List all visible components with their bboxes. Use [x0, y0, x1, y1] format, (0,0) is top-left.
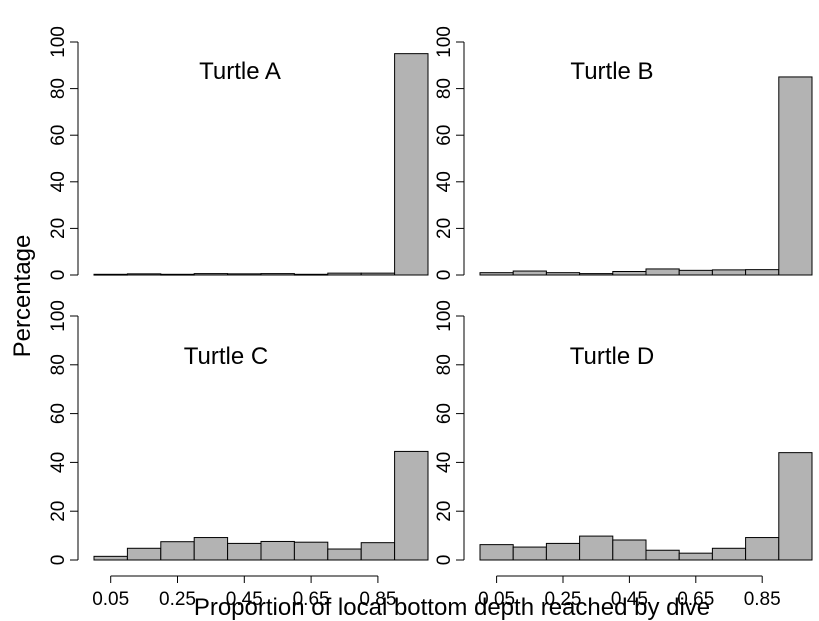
y-tick-label: 80: [48, 78, 69, 99]
histogram-bar: [612, 539, 647, 561]
y-tick-label: 20: [434, 218, 455, 239]
x-tick-label: 0.65: [677, 589, 714, 610]
y-tick-label: 60: [434, 125, 455, 146]
y-tick-label: 100: [434, 26, 455, 58]
x-tick-label: 0.45: [611, 589, 648, 610]
histogram-bar: [512, 270, 547, 276]
histogram-bar: [394, 53, 429, 276]
histogram-bar: [778, 452, 813, 561]
histogram-bar: [126, 547, 162, 561]
histogram-bar: [293, 541, 329, 561]
histogram-bar: [360, 272, 396, 276]
panel-1: 0 20 40 60 80 100 Turtle A: [48, 26, 429, 281]
histogram-bar: [479, 272, 514, 276]
x-axis-title: Proportion of local bottom depth reached…: [194, 594, 710, 621]
histogram-bar: [778, 76, 813, 276]
histogram-bar: [711, 269, 747, 276]
histogram-bar: [545, 542, 581, 561]
histogram-bar: [227, 273, 262, 276]
x-tick-label: 0.85: [744, 589, 781, 610]
histogram-bar: [360, 542, 396, 561]
y-axis-title: Percentage: [9, 235, 36, 358]
panel-title: Turtle A: [199, 58, 281, 85]
histogram-bar: [745, 537, 780, 561]
panels-group: 0 20 40 60 80 100 Turtle A 0 20 40 60 80 100 Turtle B…: [48, 26, 813, 610]
panel-3: 0 20 40 60 80 100 Turtle C 0.05 0.25 0.45 0.65 0.85: [48, 300, 429, 610]
histogram-bar: [327, 548, 362, 561]
histogram-bar: [193, 537, 229, 561]
histogram-bar: [260, 273, 295, 276]
panel-title: Turtle D: [570, 343, 654, 370]
y-tick-label: 100: [434, 300, 455, 332]
x-tick-label: 0.25: [545, 589, 582, 610]
histogram-bar: [193, 273, 229, 276]
y-tick-label: 80: [434, 78, 455, 99]
y-tick-label: 20: [48, 218, 69, 239]
y-tick-label: 80: [434, 354, 455, 375]
panel-title: Turtle B: [570, 58, 653, 85]
y-tick-label: 40: [434, 171, 455, 192]
histogram-bar: [645, 549, 680, 561]
y-tick-label: 40: [48, 452, 69, 473]
histogram-bar: [479, 544, 514, 561]
histogram-bar: [745, 269, 780, 276]
y-tick-label: 100: [48, 300, 69, 332]
histogram-bar: [711, 547, 747, 561]
histogram-bar: [612, 271, 647, 276]
histogram-bar: [512, 546, 547, 561]
panel-4: 0 20 40 60 80 100 Turtle D 0.05 0.25 0.45 0.65 0.85: [434, 300, 813, 610]
histogram-bar: [678, 269, 713, 276]
panel-2: 0 20 40 60 80 100 Turtle B: [434, 26, 813, 281]
histogram-bar: [579, 535, 614, 561]
panel-title: Turtle C: [184, 343, 268, 370]
y-tick-label: 20: [48, 501, 69, 522]
histogram-bar: [160, 541, 195, 561]
x-tick-label: 0.65: [293, 589, 330, 610]
histogram-bar: [227, 542, 262, 561]
histogram-bar: [160, 273, 195, 276]
y-tick-label: 100: [48, 26, 69, 58]
histogram-bar: [579, 273, 614, 276]
y-tick-label: 60: [48, 125, 69, 146]
histogram-bar: [93, 555, 128, 561]
y-tick-label: 0: [48, 555, 69, 566]
x-tick-label: 0.05: [478, 589, 515, 610]
histogram-bar: [293, 273, 329, 276]
y-tick-label: 80: [48, 354, 69, 375]
y-tick-label: 60: [48, 403, 69, 424]
x-tick-label: 0.85: [359, 589, 396, 610]
histogram-bar: [545, 272, 581, 276]
y-tick-label: 40: [48, 171, 69, 192]
histogram-bar: [327, 272, 362, 276]
histogram-bar: [678, 552, 713, 561]
x-tick-label: 0.25: [159, 589, 196, 610]
y-tick-label: 0: [48, 270, 69, 281]
y-tick-label: 60: [434, 403, 455, 424]
x-tick-label: 0.45: [226, 589, 263, 610]
y-tick-label: 0: [434, 555, 455, 566]
histogram-bar: [126, 273, 162, 276]
y-tick-label: 20: [434, 501, 455, 522]
histogram-bar: [93, 273, 128, 276]
x-tick-label: 0.05: [92, 589, 129, 610]
histogram-bar: [394, 450, 429, 561]
y-tick-label: 40: [434, 452, 455, 473]
histogram-bar: [645, 268, 680, 276]
histogram-bar: [260, 540, 295, 561]
y-tick-label: 0: [434, 270, 455, 281]
